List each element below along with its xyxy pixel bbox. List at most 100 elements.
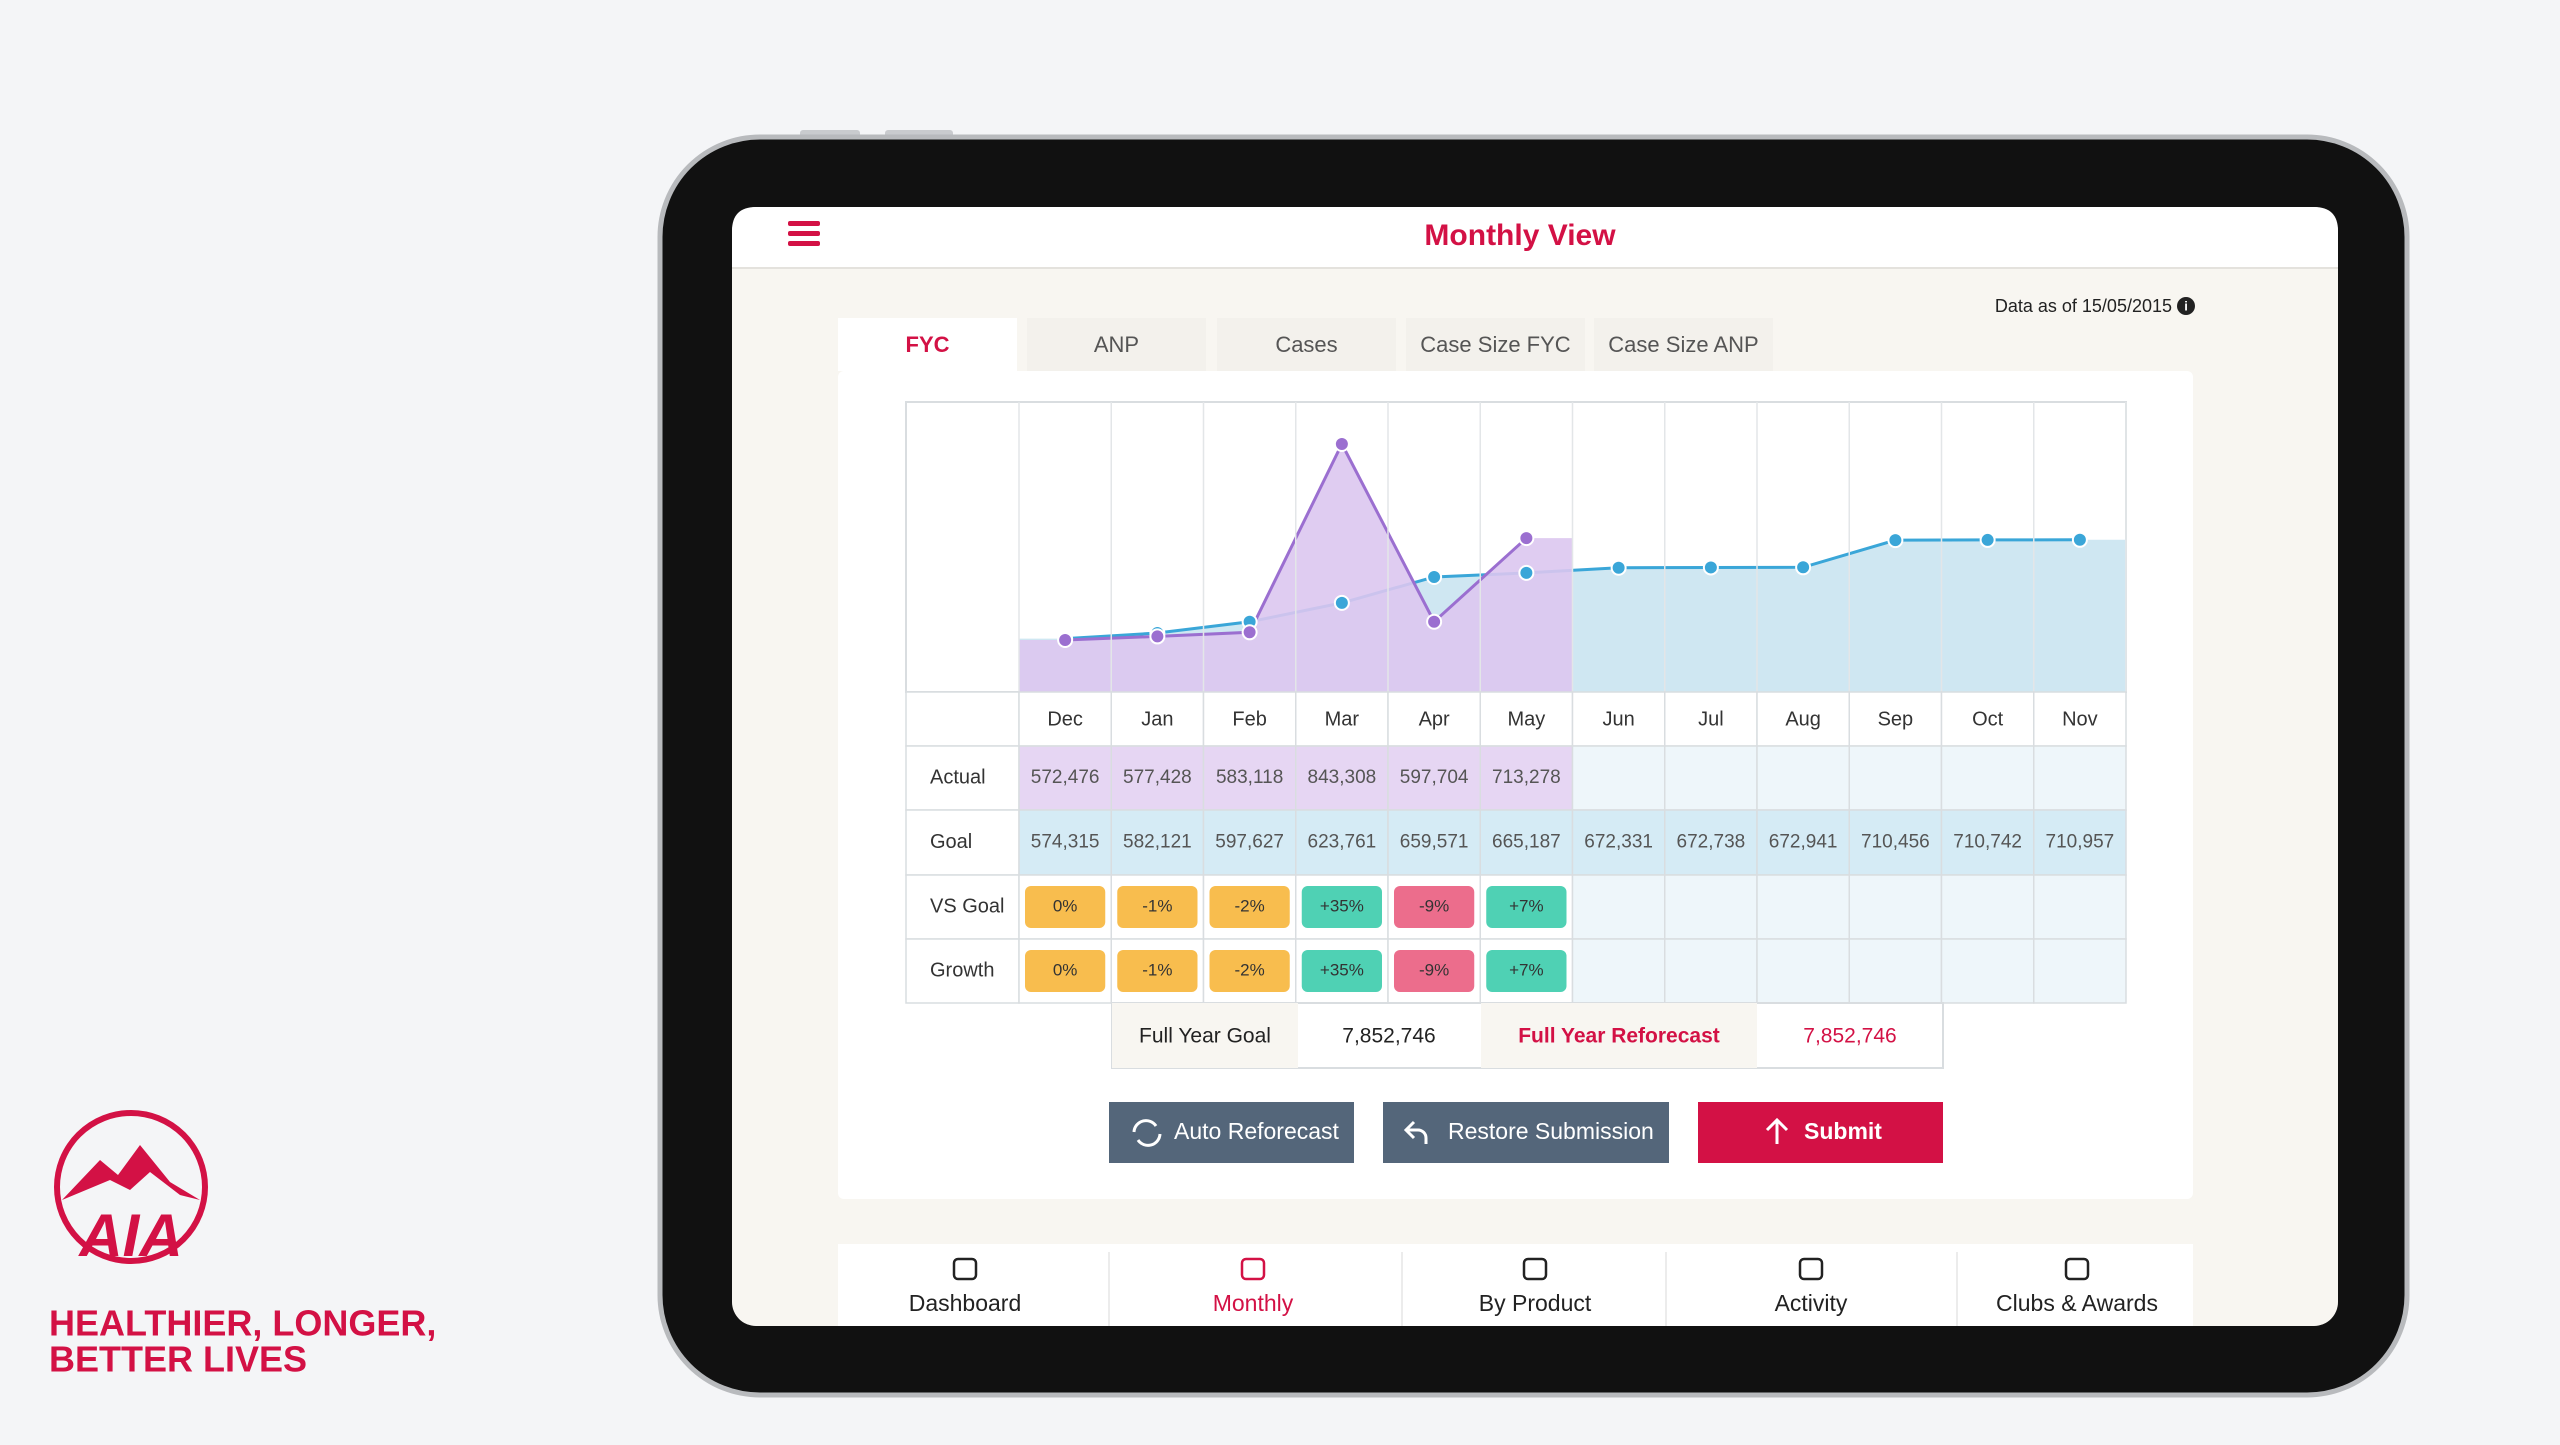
restore-submission-button[interactable] <box>1383 1102 1669 1163</box>
point <box>1333 436 1350 452</box>
tab[interactable] <box>1594 318 1773 371</box>
badge <box>1209 950 1290 992</box>
tab[interactable] <box>1027 318 1206 371</box>
cell <box>905 938 1020 1004</box>
badge-label: -2% <box>1235 960 1265 979</box>
badge <box>1394 950 1475 992</box>
point <box>1426 613 1443 630</box>
nav-label[interactable]: Monthly <box>1213 1290 1294 1316</box>
cell <box>1756 938 1850 1004</box>
bottom-nav <box>838 1244 2193 1326</box>
tab-label: Case Size FYC <box>1420 332 1570 357</box>
point <box>1149 628 1166 645</box>
month-label: Jul <box>1698 708 1724 730</box>
tagline: BETTER LIVES <box>49 1339 307 1380</box>
month-label: Nov <box>2062 708 2098 730</box>
cell <box>1756 745 1850 811</box>
tab[interactable] <box>1217 318 1396 371</box>
nav-label[interactable]: By Product <box>1479 1290 1592 1316</box>
tab-label: ANP <box>1094 332 1139 357</box>
tab-label: FYC <box>906 332 950 357</box>
nav-label[interactable]: Dashboard <box>909 1290 1022 1316</box>
cell <box>1756 874 1850 940</box>
badge <box>1301 886 1382 928</box>
value-label: 583,118 <box>1216 767 1283 788</box>
point <box>1887 532 1904 549</box>
value-label: 659,571 <box>1400 832 1469 853</box>
value-label: 665,187 <box>1492 832 1561 853</box>
cell <box>1664 938 1758 1004</box>
cell <box>1756 809 1850 876</box>
cell <box>1664 691 1758 747</box>
cell <box>1571 874 1666 940</box>
point <box>1979 531 1996 548</box>
cell <box>2033 938 2127 1004</box>
info-icon[interactable] <box>2177 297 2195 315</box>
badge-label: +7% <box>1509 960 1544 979</box>
auto-reforecast-button[interactable] <box>1109 1102 1354 1163</box>
cell <box>1571 809 1666 876</box>
badge <box>1117 950 1198 992</box>
nav-label[interactable]: Clubs & Awards <box>1996 1290 2158 1316</box>
nav-icon <box>1522 1257 1548 1281</box>
cell <box>1940 809 2035 876</box>
badge-label: -2% <box>1235 896 1265 915</box>
chart <box>905 401 2127 693</box>
badge-label: +35% <box>1320 960 1364 979</box>
badge <box>1301 950 1382 992</box>
cell <box>1112 1003 1298 1068</box>
value-label: 623,761 <box>1308 832 1377 853</box>
cell <box>1940 874 2035 940</box>
tab[interactable] <box>1406 318 1585 371</box>
point <box>1241 624 1258 641</box>
value-label: 577,428 <box>1123 767 1192 788</box>
badge-label: +35% <box>1320 896 1364 915</box>
cell <box>905 809 1020 876</box>
value-label: 710,456 <box>1861 832 1930 853</box>
button-label: Restore Submission <box>1448 1118 1654 1144</box>
value-label: 710,742 <box>1953 832 2022 853</box>
refresh-icon <box>1132 1119 1162 1147</box>
cell <box>1387 809 1481 876</box>
month-label: Sep <box>1878 708 1914 730</box>
full-year-goal-label: Full Year Goal <box>1139 1025 1271 1048</box>
tagline: HEALTHIER, LONGER, <box>49 1303 436 1344</box>
cell <box>2033 809 2127 876</box>
submit-button[interactable] <box>1698 1102 1943 1163</box>
badge-label: -1% <box>1142 960 1172 979</box>
cell <box>905 874 1020 940</box>
point <box>1795 559 1812 576</box>
brand-logo: AIA <box>54 1110 208 1269</box>
cell <box>1848 874 1943 940</box>
full-year-reforecast-label: Full Year Reforecast <box>1518 1025 1720 1048</box>
badge-label: -1% <box>1142 896 1172 915</box>
menu-icon[interactable] <box>788 221 820 246</box>
value-label: 582,121 <box>1123 832 1192 853</box>
value-label: 672,941 <box>1769 832 1838 853</box>
point <box>1057 632 1074 648</box>
month-label: Jun <box>1603 708 1635 730</box>
badge-label: 0% <box>1053 960 1078 979</box>
cell <box>1664 874 1758 940</box>
row-label: VS Goal <box>930 895 1004 917</box>
cell <box>1940 691 2035 747</box>
point <box>1610 559 1627 576</box>
nav-icon <box>952 1257 978 1281</box>
value-label: 597,704 <box>1400 767 1469 788</box>
cell <box>1110 745 1205 811</box>
month-label: Feb <box>1232 708 1266 730</box>
cell <box>1110 691 1205 747</box>
tab[interactable] <box>838 318 1017 371</box>
nav-label[interactable]: Activity <box>1775 1290 1848 1316</box>
value-label: 572,476 <box>1031 767 1100 788</box>
cell <box>1387 745 1481 811</box>
point <box>1702 559 1719 576</box>
month-label: Jan <box>1141 708 1173 730</box>
value-label: 672,738 <box>1677 832 1746 853</box>
row-label: Growth <box>930 959 994 981</box>
value-label: 597,627 <box>1215 832 1284 853</box>
header-bar <box>732 207 2338 268</box>
nav-items: Dashboard Monthly By Product Activity Clubs … <box>909 1252 2158 1326</box>
point <box>1518 530 1535 547</box>
data-as-of: Data as of 15/05/2015 <box>1995 296 2172 316</box>
